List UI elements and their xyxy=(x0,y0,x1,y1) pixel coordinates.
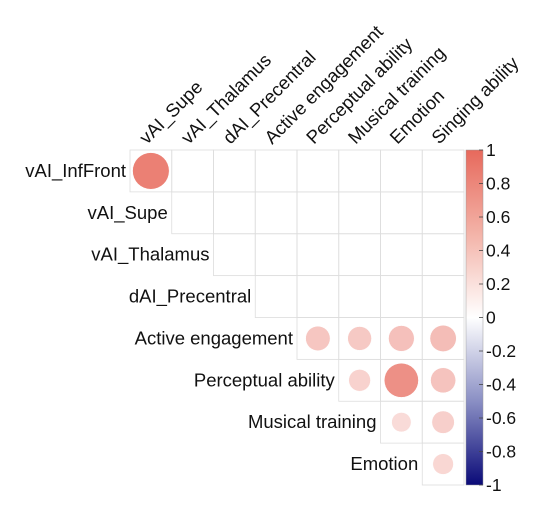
colorbar-tick-label: 0.4 xyxy=(486,241,511,261)
correlation-circle-vai-inffront-vai-supe xyxy=(132,152,170,190)
colorbar-tick-label: -1 xyxy=(486,475,502,495)
colorbar-tick-label: 0.2 xyxy=(486,274,510,294)
grid-cell xyxy=(171,191,214,235)
grid-cell xyxy=(380,233,423,277)
colorbar-tick-label: 1 xyxy=(486,140,496,160)
grid-cell xyxy=(296,149,340,193)
grid-cell xyxy=(421,442,465,486)
grid-cell xyxy=(380,191,423,235)
grid-cell xyxy=(421,275,465,318)
correlation-circle-active-engagement-emotion xyxy=(388,325,415,352)
grid-cell xyxy=(421,149,465,193)
colorbar-tick-label: 0.8 xyxy=(486,174,510,194)
grid-lines xyxy=(129,149,465,486)
row-label-vai-thalamus: vAI_Thalamus xyxy=(91,244,209,266)
grid-cell xyxy=(421,191,465,235)
correlation-circle-perceptual-ability-singing-ability xyxy=(430,367,456,394)
grid-cell xyxy=(254,233,298,277)
colorbar-tick-label: -0.8 xyxy=(486,442,516,462)
grid-cell xyxy=(380,149,423,193)
row-label-dai-precentral: dAI_Precentral xyxy=(129,286,251,308)
grid-cell xyxy=(213,149,256,193)
grid-cell xyxy=(213,233,256,277)
correlation-circle-active-engagement-musical-training xyxy=(347,326,372,351)
correlation-circle-musical-training-emotion xyxy=(391,412,412,433)
grid-cell xyxy=(338,191,381,235)
correlation-circle-musical-training-singing-ability xyxy=(431,410,455,434)
grid-cell xyxy=(296,233,340,277)
grid-cell xyxy=(296,191,340,235)
row-label-musical-training: Musical training xyxy=(248,411,377,432)
colorbar-tick-label: -0.4 xyxy=(486,375,516,395)
grid-cell xyxy=(338,275,381,318)
column-labels: vAI_SupevAI_ThalamusdAI_PrecentralActive… xyxy=(135,21,523,149)
grid-cell xyxy=(380,275,423,318)
grid-cell xyxy=(338,149,381,193)
grid-cell xyxy=(296,275,340,318)
row-label-active-engagement: Active engagement xyxy=(135,327,293,348)
grid-cell xyxy=(421,233,465,277)
grid-cell xyxy=(254,191,298,235)
colorbar-tick-label: -0.2 xyxy=(486,341,516,361)
grid-cell xyxy=(338,233,381,277)
colorbar-tick-label: -0.6 xyxy=(486,408,516,428)
colorbar: 1 0.8 0.6 0.4 0.2 0 -0.2 -0.4 -0.6 -0.8 -1 xyxy=(465,140,516,495)
row-labels: vAI_InfFront vAI_Supe vAI_Thalamus dAI_Prec… xyxy=(25,160,418,474)
correlation-circle-perceptual-ability-emotion xyxy=(384,362,419,398)
grid-cell xyxy=(254,275,298,318)
correlation-circle-active-engagement-singing-ability xyxy=(429,325,457,352)
grid-cell xyxy=(171,149,214,193)
colorbar-tick-label: 0 xyxy=(486,308,496,328)
row-label-vai-inffront: vAI_InfFront xyxy=(25,160,126,182)
correlation-circle-perceptual-ability-musical-training xyxy=(348,369,371,392)
row-label-perceptual-ability: Perceptual ability xyxy=(194,369,336,390)
colorbar-tick-label: 0.6 xyxy=(486,207,510,227)
grid-cell xyxy=(213,191,256,235)
colorbar-ticks: 1 0.8 0.6 0.4 0.2 0 -0.2 -0.4 -0.6 -0.8 -1 xyxy=(479,140,516,495)
row-label-emotion: Emotion xyxy=(350,453,418,474)
correlation-circle-emotion-singing-ability xyxy=(432,453,454,475)
grid-cell xyxy=(254,149,298,193)
row-label-vai-supe: vAI_Supe xyxy=(88,202,168,224)
correlation-circles xyxy=(132,152,457,475)
correlation-circle-active-engagement-perceptual-ability xyxy=(305,325,331,351)
